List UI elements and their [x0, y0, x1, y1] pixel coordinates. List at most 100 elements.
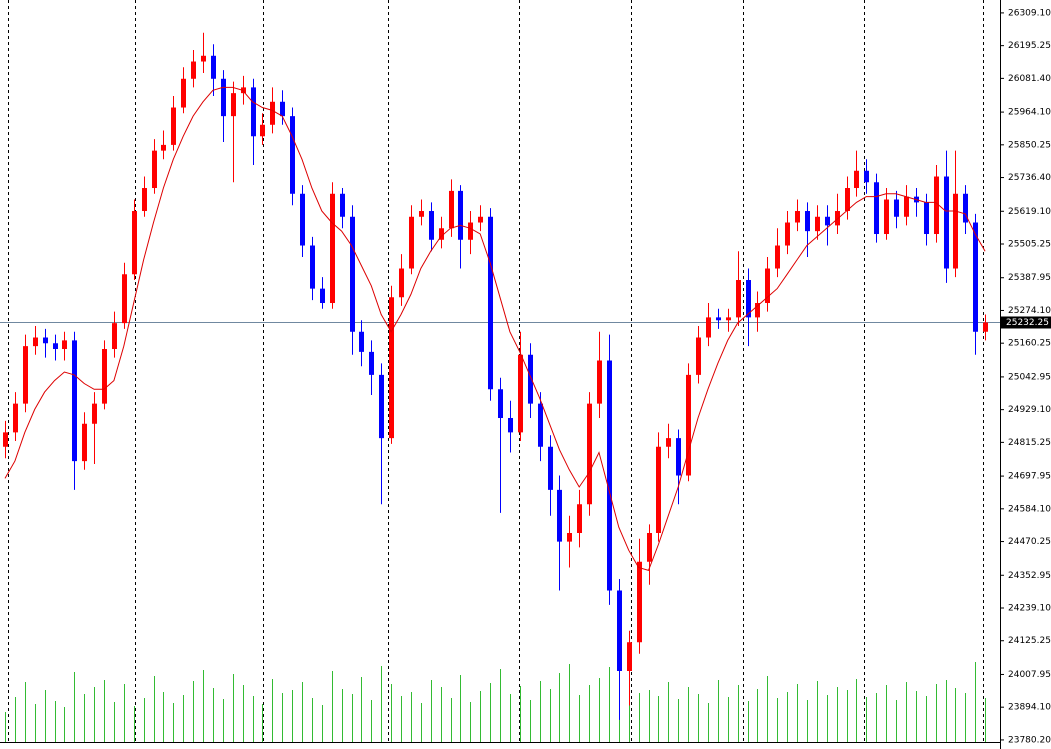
y-tick-label: 25274.10 [1008, 306, 1051, 316]
candle-body [736, 280, 741, 318]
candle-body [231, 93, 236, 117]
candle-body [647, 532, 652, 562]
candle-body [765, 268, 770, 304]
candle-body [983, 322, 988, 332]
candle-body [33, 337, 38, 347]
candle-body [617, 590, 622, 671]
candle-body [775, 245, 780, 269]
candle-body [656, 446, 661, 533]
candle-body [795, 211, 800, 223]
candle-body [627, 642, 632, 671]
candle-body [755, 303, 760, 318]
candle-body [221, 78, 226, 117]
candle-body [577, 504, 582, 533]
candle-body [62, 340, 67, 350]
candle-body [458, 190, 463, 240]
candle-body [211, 55, 216, 79]
candle-body [518, 354, 523, 433]
candle-body [23, 346, 28, 404]
candle-body [597, 360, 602, 404]
y-tick-label: 24697.95 [1008, 472, 1051, 482]
candle-body [854, 170, 859, 189]
candle-body [92, 403, 97, 424]
candle-body [686, 374, 691, 476]
candle-body [132, 211, 137, 275]
candle-body [439, 228, 444, 240]
candle-body [3, 432, 8, 447]
candle-body [953, 193, 958, 269]
candle-body [300, 193, 305, 246]
candle-body [676, 438, 681, 476]
y-tick-label: 24007.95 [1008, 670, 1051, 680]
candle-body [963, 193, 968, 223]
y-tick-label: 25736.40 [1008, 173, 1051, 183]
candle-body [884, 199, 889, 235]
candle-body [973, 222, 978, 332]
y-tick-label: 25505.25 [1008, 240, 1051, 250]
candle-body [528, 354, 533, 404]
moving-average [4, 86, 986, 572]
candle-body [241, 87, 246, 94]
y-tick-label: 25964.10 [1008, 108, 1051, 118]
candle-body [201, 55, 206, 62]
y-tick-label: 24352.95 [1008, 571, 1051, 581]
y-tick-label: 25042.95 [1008, 372, 1051, 382]
y-tick-label: 25850.25 [1008, 140, 1051, 150]
candle-body [112, 323, 117, 350]
candle-body [785, 222, 790, 246]
y-tick-label: 24239.10 [1008, 604, 1051, 614]
candle-body [468, 222, 473, 240]
candle-body [924, 202, 929, 235]
candle-body [637, 561, 642, 643]
candle-body [567, 532, 572, 542]
candle-body [369, 351, 374, 375]
candle-body [607, 360, 612, 591]
candle-body [746, 280, 751, 318]
candle-body [874, 182, 879, 235]
candle-body [122, 274, 127, 324]
candle-body [53, 343, 58, 350]
y-tick-label: 23894.10 [1008, 703, 1051, 713]
candle-body [181, 78, 186, 108]
candle-body [72, 340, 77, 462]
y-tick-label: 24470.25 [1008, 537, 1051, 547]
candle-body [478, 216, 483, 223]
candle-body [251, 87, 256, 137]
candle-body [350, 216, 355, 332]
current-price-label: 25232.25 [1006, 318, 1049, 328]
candle-body [320, 288, 325, 304]
y-tick-label: 24125.25 [1008, 636, 1051, 646]
y-tick-label: 24815.25 [1008, 438, 1051, 448]
candle-body [587, 403, 592, 505]
candle-body [359, 331, 364, 352]
candle-body [944, 176, 949, 269]
candle-body [310, 245, 315, 289]
candle-body [894, 199, 899, 217]
y-tick-label: 23780.20 [1008, 735, 1051, 745]
candle-body [389, 297, 394, 439]
candle-body [409, 216, 414, 269]
candle-body [666, 438, 671, 447]
current-price-box [1001, 316, 1051, 329]
candle-body [260, 124, 265, 137]
candle-body [379, 374, 384, 439]
candle-body [716, 317, 721, 321]
candle-body [399, 268, 404, 298]
candle-body [706, 317, 711, 338]
candle-body [161, 144, 166, 151]
y-tick-label: 25619.10 [1008, 207, 1051, 217]
candle-body [805, 211, 810, 232]
candle-body [498, 389, 503, 419]
candle-body [557, 489, 562, 542]
candle-body [934, 176, 939, 235]
candle-body [508, 418, 513, 433]
candle-body [825, 216, 830, 226]
candle-body [43, 337, 48, 344]
candle-body [340, 193, 345, 217]
candle-body [191, 61, 196, 79]
y-tick-label: 25387.95 [1008, 273, 1051, 283]
y-tick-label: 24929.10 [1008, 405, 1051, 415]
session-separators [8, 0, 984, 742]
